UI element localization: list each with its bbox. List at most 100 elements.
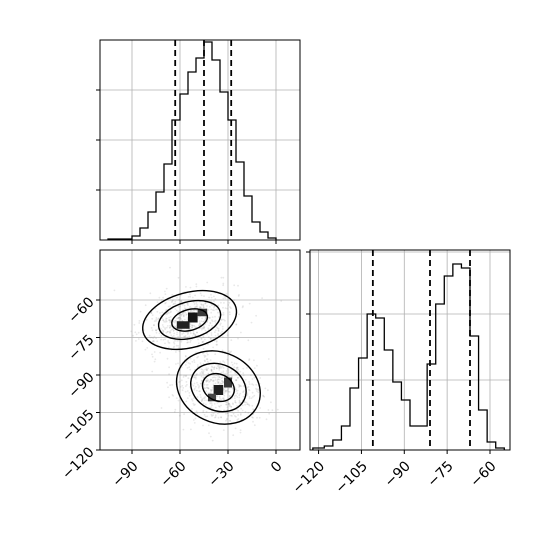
scatter-point-1-146 xyxy=(200,396,202,399)
scatter-point-0-148 xyxy=(137,338,140,340)
scatter-point-0-333 xyxy=(192,332,195,335)
scatter-point-0-12 xyxy=(195,306,198,308)
scatter-point-1-362 xyxy=(202,336,205,339)
scatter-point-0-186 xyxy=(170,310,173,313)
scatter-point-1-123 xyxy=(205,368,208,371)
scatter-point-0-144 xyxy=(172,341,175,344)
scatter-point-1-387 xyxy=(255,383,258,386)
scatter-point-0-493 xyxy=(155,320,158,322)
scatter-point-1-137 xyxy=(214,334,217,337)
scatter-point-0-171 xyxy=(200,320,203,323)
scatter-point-1-336 xyxy=(201,368,204,371)
scatter-point-0-169 xyxy=(181,319,184,322)
scatter-point-1-532 xyxy=(234,401,237,404)
scatter-point-0-249 xyxy=(169,320,172,323)
joint-density-content xyxy=(113,266,283,442)
scatter-point-0-26 xyxy=(241,306,244,309)
scatter-point-1-338 xyxy=(200,400,203,402)
scatter-point-0-589 xyxy=(207,327,210,329)
scatter-point-0-641 xyxy=(134,331,137,334)
scatter-point-0-284 xyxy=(198,324,201,326)
scatter-point-1-239 xyxy=(214,379,217,381)
scatter-point-1-129 xyxy=(206,369,208,371)
scatter-point-1-37 xyxy=(207,379,210,382)
scatter-point-1-508 xyxy=(244,403,247,406)
scatter-point-0-570 xyxy=(186,302,189,305)
scatter-point-1-296 xyxy=(203,397,206,399)
scatter-point-1-225 xyxy=(221,376,224,379)
scatter-point-1-166 xyxy=(222,397,224,400)
scatter-point-0-257 xyxy=(228,311,231,314)
scatter-point-1-74 xyxy=(220,398,222,400)
scatter-point-0-34 xyxy=(222,336,224,339)
scatter-point-0-134 xyxy=(209,322,212,325)
scatter-point-1-330 xyxy=(222,381,225,383)
scatter-point-0-47 xyxy=(200,294,203,297)
scatter-point-1-117 xyxy=(246,393,249,396)
scatter-point-0-98 xyxy=(237,284,239,287)
scatter-point-0-523 xyxy=(211,320,214,323)
scatter-point-1-498 xyxy=(204,355,207,357)
scatter-point-1-342 xyxy=(225,419,227,422)
scatter-point-1-289 xyxy=(214,406,217,409)
scatter-point-0-274 xyxy=(151,355,154,358)
scatter-point-1-418 xyxy=(196,356,199,359)
scatter-point-1-299 xyxy=(257,391,260,394)
scatter-point-1-561 xyxy=(168,373,171,376)
scatter-point-1-447 xyxy=(231,415,233,417)
scatter-point-0-389 xyxy=(186,341,189,344)
scatter-point-1-449 xyxy=(225,370,228,372)
scatter-point-1-648 xyxy=(227,391,230,393)
scatter-point-1-311 xyxy=(187,362,190,364)
scatter-point-1-198 xyxy=(210,402,213,405)
right-histogram-series xyxy=(312,263,505,450)
scatter-point-1-384 xyxy=(247,411,250,414)
scatter-point-1-386 xyxy=(226,417,229,420)
scatter-point-1-516 xyxy=(227,414,230,417)
scatter-point-0-375 xyxy=(179,294,182,297)
scatter-point-1-227 xyxy=(229,419,231,422)
scatter-point-0-207 xyxy=(180,300,183,303)
scatter-point-0-126 xyxy=(206,332,209,335)
scatter-point-0-409 xyxy=(180,314,183,316)
scatter-point-0-442 xyxy=(191,324,194,327)
scatter-point-0-228 xyxy=(176,333,178,336)
scatter-point-1-389 xyxy=(174,408,177,411)
scatter-point-1-513 xyxy=(190,428,192,431)
scatter-point-0-357 xyxy=(172,346,175,349)
scatter-point-1-263 xyxy=(205,379,208,382)
scatter-point-0-247 xyxy=(198,320,201,322)
scatter-point-1-176 xyxy=(184,355,187,358)
scatter-point-1-305 xyxy=(206,415,209,418)
scatter-point-0-452 xyxy=(222,297,225,300)
scatter-point-1-209 xyxy=(235,373,238,376)
scatter-point-0-339 xyxy=(189,306,191,308)
scatter-point-1-555 xyxy=(248,358,251,360)
scatter-point-1-7 xyxy=(203,354,206,357)
scatter-point-0-122 xyxy=(169,324,171,327)
scatter-point-0-423 xyxy=(238,313,241,316)
scatter-point-0-20 xyxy=(203,327,205,330)
scatter-point-1-69 xyxy=(226,368,229,370)
scatter-point-1-512 xyxy=(236,376,239,379)
scatter-point-0-607 xyxy=(211,304,214,306)
scatter-point-1-135 xyxy=(167,386,169,389)
scatter-point-1-269 xyxy=(248,383,251,385)
scatter-point-1-614 xyxy=(225,418,228,421)
scatter-point-0-96 xyxy=(225,292,228,295)
scatter-point-0-522 xyxy=(177,317,180,320)
joint-density-panel xyxy=(96,249,301,454)
scatter-point-0-4 xyxy=(204,302,207,305)
scatter-point-0-631 xyxy=(195,285,198,288)
scatter-point-0-31 xyxy=(228,301,231,304)
scatter-point-1-244 xyxy=(239,370,242,373)
scatter-point-1-109 xyxy=(235,362,238,365)
y-tick-label-0: −60 xyxy=(65,294,97,326)
scatter-point-0-568 xyxy=(200,338,203,340)
scatter-point-1-621 xyxy=(227,387,230,390)
scatter-point-1-440 xyxy=(184,375,187,378)
scatter-point-0-649 xyxy=(189,293,191,296)
scatter-point-0-617 xyxy=(138,320,141,322)
scatter-point-1-63 xyxy=(188,392,191,394)
scatter-point-0-465 xyxy=(176,331,179,334)
